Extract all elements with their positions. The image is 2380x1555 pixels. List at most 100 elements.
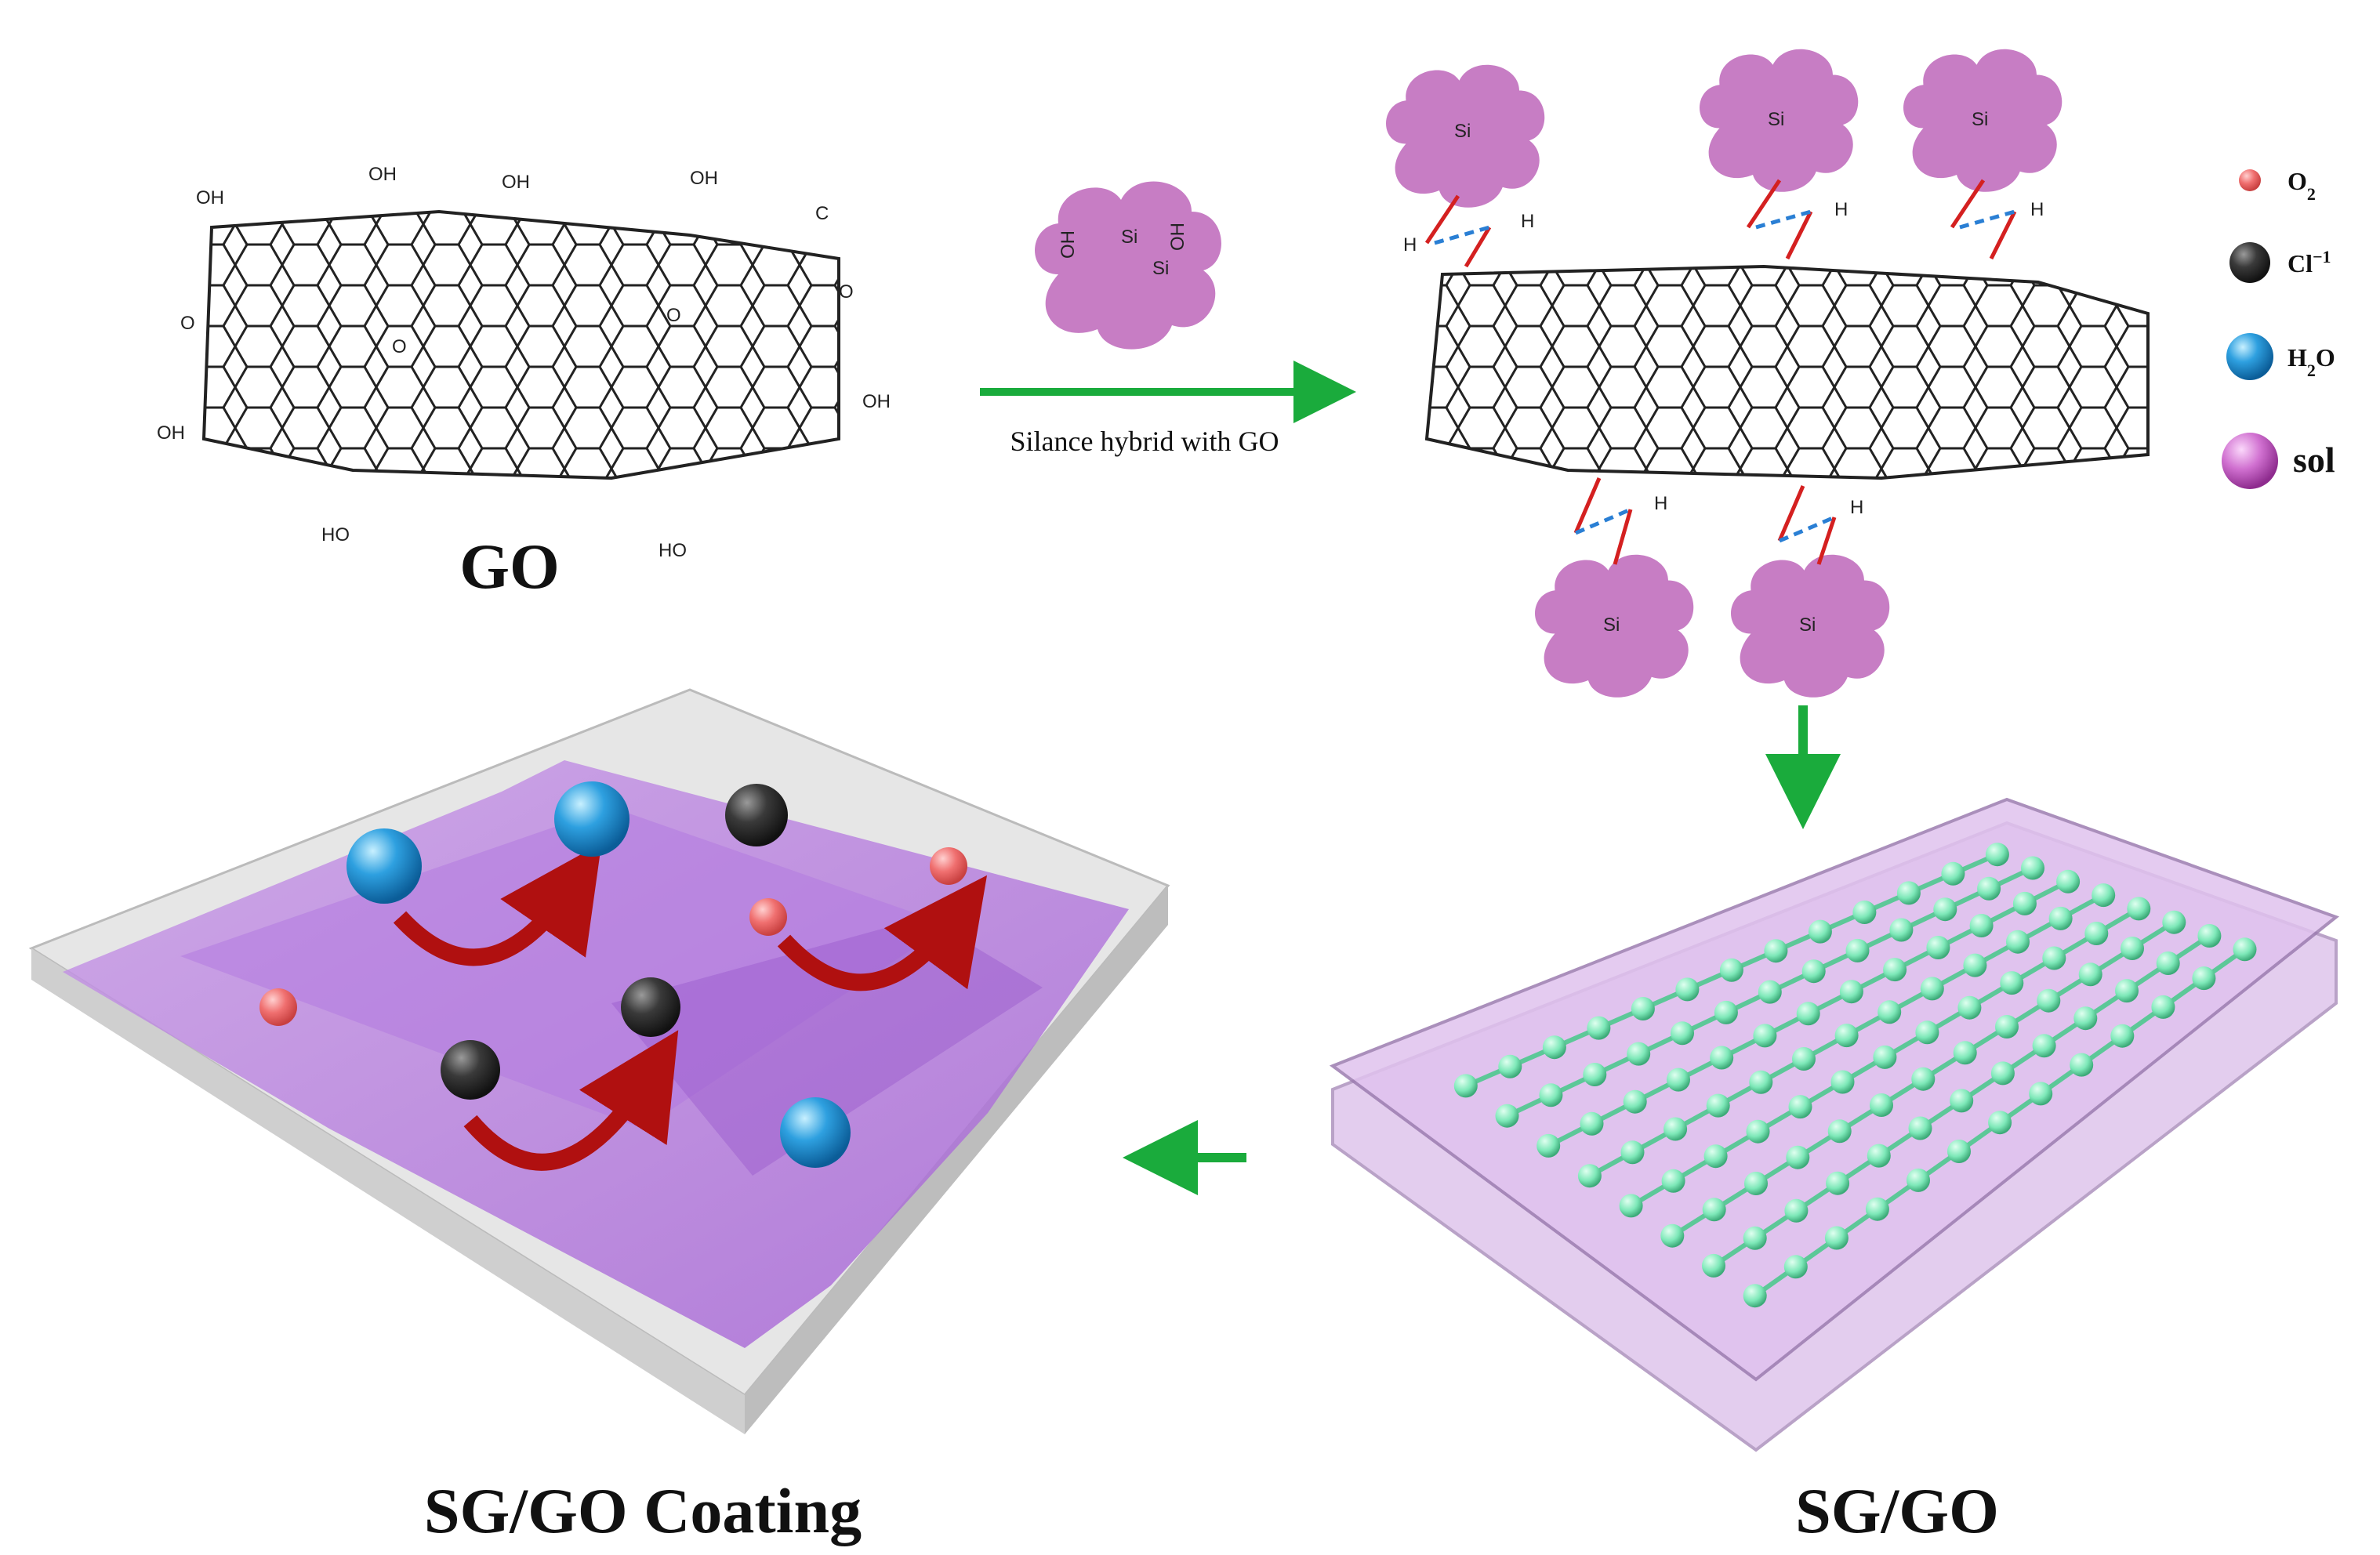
network-node (1908, 1116, 1932, 1140)
hybrid-structure: Si Si Si Si Si H H H H H (1386, 49, 2150, 698)
legend: O2 Cl−1 H2O sol (2222, 167, 2335, 489)
diffusion-arrow (777, 875, 988, 991)
go-oh-label: OH (157, 422, 185, 444)
go-o-label: O (839, 281, 854, 303)
covalent-bonds (1424, 179, 2017, 565)
hbond-h-label: H (1521, 211, 1534, 232)
network-node (1957, 995, 1982, 1020)
hydrogen-bonds (1434, 209, 2015, 543)
substrate-side (31, 948, 745, 1434)
coating-label: SG/GO Coating (424, 1475, 862, 1546)
network-node (1746, 1119, 1770, 1144)
network-node (1915, 1020, 1939, 1045)
silane-si-label: Si (1121, 227, 1137, 248)
go-o-label: O (392, 336, 407, 357)
network-node (1792, 1047, 1816, 1071)
network-node (2151, 995, 2175, 1019)
network-node (1839, 980, 1863, 1004)
network-node (1661, 1169, 1685, 1193)
network-node (1783, 1255, 1808, 1279)
h2o-molecule (780, 1097, 851, 1168)
network-node (1627, 1042, 1651, 1066)
network-node (1587, 1016, 1611, 1040)
cloud-si-label: Si (1799, 614, 1816, 636)
go-cooh-label: OH (368, 164, 397, 185)
hbond-h-label: H (1834, 199, 1848, 220)
go-label: GO (459, 531, 560, 602)
network-node (1539, 1083, 1563, 1107)
network-node (1542, 1035, 1566, 1060)
silane-cloud: OH Si Si OH (1035, 181, 1221, 350)
network-node (1834, 1024, 1859, 1048)
go-oh-label: OH (196, 187, 224, 208)
network-node (1870, 1093, 1893, 1117)
network-node (1703, 1144, 1728, 1169)
legend-h2o-label: H2O (2287, 343, 2335, 380)
network-node (1920, 977, 1944, 1001)
network-node (1950, 1089, 1974, 1113)
cl-ion (725, 784, 788, 846)
network-node (2162, 910, 2186, 934)
go-oh-label: OH (502, 172, 530, 193)
go-carbon-sheet (201, 209, 840, 480)
go-o-label: O (666, 305, 681, 326)
coating-sheet (180, 807, 949, 1129)
network-node (1878, 1000, 1902, 1024)
network-node (1911, 1067, 1936, 1091)
hbond-h-label: H (1403, 234, 1417, 256)
network-node (1907, 1168, 1930, 1192)
network-node (1873, 1045, 1897, 1069)
network-node (2084, 922, 2109, 945)
network-node (1706, 1093, 1730, 1118)
network-node (2042, 946, 2066, 970)
network-node (1764, 939, 1788, 963)
network-node (1865, 1197, 1889, 1221)
silane-oh-label: OH (1058, 230, 1079, 259)
sggo-label: SG/GO (1795, 1475, 1999, 1546)
hbond-h-label: H (1850, 497, 1863, 518)
sggo-network (1329, 797, 2340, 1452)
network-node (2078, 962, 2102, 987)
substrate-side-right (745, 886, 1168, 1434)
coating-structure (28, 688, 1170, 1434)
network-node (1671, 1021, 1694, 1046)
network-node (1660, 1223, 1685, 1248)
o2-molecule (259, 988, 297, 1026)
network-node (1743, 1284, 1767, 1308)
network-node (2233, 937, 2257, 962)
network-node (1743, 1226, 1767, 1250)
network-node (2115, 979, 2139, 1003)
o2-legend-marker (2239, 169, 2261, 191)
network-node (2192, 966, 2216, 991)
hbond-h-label: H (1654, 493, 1667, 514)
o2-molecule (930, 847, 967, 885)
network-node (1801, 959, 1826, 984)
network-node (1702, 1198, 1726, 1222)
network-node (2029, 1082, 2053, 1106)
network-node (1827, 1119, 1852, 1144)
network-node (1826, 1171, 1850, 1195)
cl-legend-marker (2229, 242, 2270, 283)
network-node (1498, 1054, 1522, 1078)
network-node (1889, 918, 1914, 942)
network-node (1758, 980, 1782, 1004)
go-c-label: C (815, 203, 829, 224)
network-node (1784, 1198, 1809, 1223)
network-node (1663, 1117, 1688, 1141)
network-node (2021, 856, 2044, 880)
o2-molecule (749, 898, 787, 936)
go-oh-label: OH (690, 168, 718, 189)
silane-oh-label: OH (1167, 223, 1188, 251)
network-node (2006, 930, 2030, 954)
network-node (1883, 958, 1907, 982)
network-node (2127, 897, 2151, 921)
diffusion-arrow (393, 843, 602, 966)
network-node (2048, 906, 2073, 930)
network-node (1995, 1015, 2019, 1038)
network-node (1495, 1104, 1519, 1128)
network-node (2037, 988, 2061, 1013)
network-node (2012, 891, 2037, 915)
hybrid-carbon-sheet (1424, 264, 2150, 480)
network-node (2092, 883, 2116, 908)
